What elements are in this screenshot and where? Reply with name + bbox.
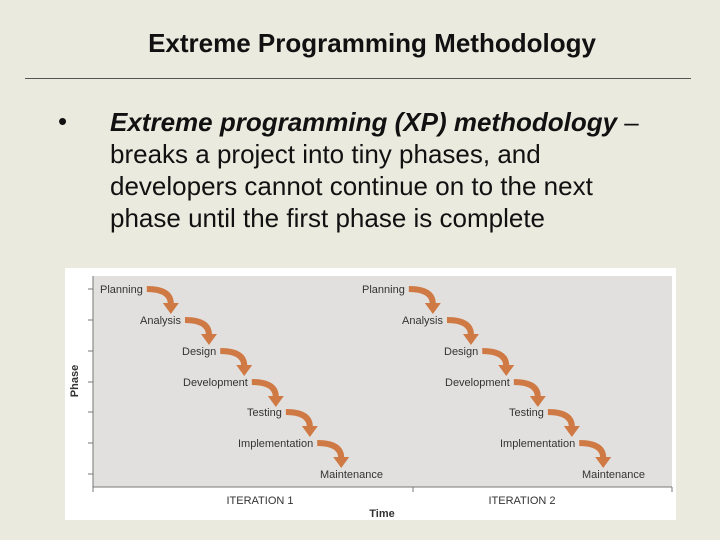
phase-arrow	[317, 440, 345, 459]
phase-arrow-head	[424, 303, 441, 314]
phase-arrow	[146, 286, 174, 305]
bullet-body: – breaks a project into tiny phases, and…	[110, 107, 639, 233]
phase-label: Analysis	[402, 315, 443, 327]
iteration-label: ITERATION 1	[226, 495, 293, 507]
y-axis-label: Phase	[69, 365, 81, 397]
phase-arrow-head	[498, 365, 515, 376]
phase-arrow	[579, 440, 607, 459]
x-axis-label: Time	[369, 508, 394, 520]
phase-arrow	[482, 348, 510, 367]
phase-label: Design	[444, 346, 478, 358]
phase-arrow-head	[301, 426, 318, 437]
phase-arrow	[547, 409, 575, 428]
phase-arrow-head	[529, 396, 546, 407]
phase-arrow	[285, 409, 313, 428]
bullet-dot: •	[58, 106, 68, 136]
phase-label: Testing	[247, 407, 282, 419]
phase-arrow	[220, 348, 248, 367]
phase-label: Planning	[362, 284, 405, 296]
phase-label: Maintenance	[320, 469, 383, 481]
phase-arrow-head	[162, 303, 179, 314]
phase-arrow-head	[595, 457, 612, 468]
phase-arrow-head	[333, 457, 350, 468]
bullet-term: Extreme programming (XP) methodology	[110, 107, 618, 137]
phase-label: Development	[445, 377, 510, 389]
phase-label: Testing	[509, 407, 544, 419]
phase-label: Implementation	[500, 438, 575, 450]
phase-arrow	[513, 379, 541, 398]
phase-arrow-head	[200, 334, 217, 345]
phase-arrow	[184, 317, 212, 336]
phase-label: Design	[182, 346, 216, 358]
plot-area	[93, 276, 672, 487]
phase-label: Planning	[100, 284, 143, 296]
phase-label: Maintenance	[582, 469, 645, 481]
phase-arrow	[251, 379, 279, 398]
bullet-text: Extreme programming (XP) methodology – b…	[110, 106, 670, 234]
phase-label: Analysis	[140, 315, 181, 327]
phase-arrow-head	[267, 396, 284, 407]
y-ticks	[88, 288, 673, 492]
phase-arrow-head	[236, 365, 253, 376]
phase-arrow-head	[563, 426, 580, 437]
phase-arrow	[408, 286, 436, 305]
iteration-label: ITERATION 2	[488, 495, 555, 507]
phase-arrow-head	[462, 334, 479, 345]
title-rule	[25, 78, 691, 79]
phase-label: Development	[183, 377, 248, 389]
phase-label: Implementation	[238, 438, 313, 450]
slide-title: Extreme Programming Methodology	[148, 28, 596, 58]
phase-arrow	[446, 317, 474, 336]
